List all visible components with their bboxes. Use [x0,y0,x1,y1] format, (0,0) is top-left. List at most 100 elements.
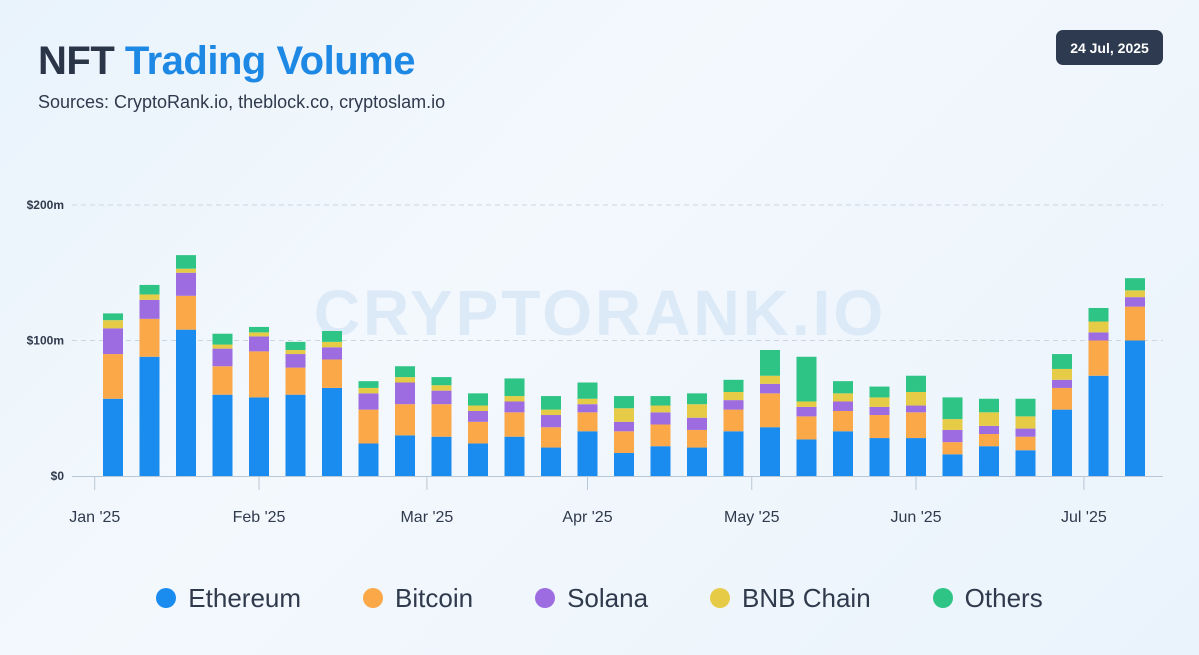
chart-subtitle: Sources: CryptoRank.io, theblock.co, cry… [38,92,446,112]
bar-ethereum-week-5 [249,397,269,476]
title-part-nft: NFT [38,39,115,83]
x-tick-label-0: Jan '25 [69,509,120,526]
bar-solana-week-17 [687,417,707,430]
bar-bitcoin-week-7 [322,359,342,388]
bar-solana-week-23 [906,405,926,413]
bar-others-week-1 [103,313,123,321]
bar-bitcoin-week-2 [139,318,160,357]
bar-bnb-chain-week-29 [1125,290,1145,298]
bar-ethereum-week-9 [395,435,415,476]
legend-label-bitcoin: Bitcoin [395,582,474,613]
bar-bnb-chain-week-1 [103,320,123,329]
bar-solana-week-2 [139,299,160,319]
bar-solana-week-5 [249,336,269,352]
bar-others-week-4 [212,333,233,345]
bar-bnb-chain-week-6 [285,349,306,355]
bar-bnb-chain-week-18 [723,391,744,401]
bar-solana-week-16 [650,412,671,425]
bar-ethereum-week-13 [541,447,561,476]
bar-bnb-chain-week-14 [577,398,598,405]
bar-bitcoin-week-6 [285,367,306,395]
bar-ethereum-week-8 [358,443,379,476]
bar-solana-week-28 [1088,332,1109,341]
bar-others-week-3 [176,255,196,269]
bar-bnb-chain-week-4 [212,344,233,349]
bar-solana-week-15 [614,421,634,432]
legend-item-bnb-chain: BNB Chain [710,583,871,614]
x-tick-label-2: Mar '25 [400,509,453,526]
x-tick-label-6: Jul '25 [1061,509,1107,526]
bar-bitcoin-week-26 [1015,436,1036,451]
bar-solana-week-10 [431,390,452,405]
bar-solana-week-19 [760,383,780,394]
y-tick-label-0: $0 [51,469,65,483]
bar-others-week-20 [796,356,817,402]
bar-bnb-chain-week-27 [1052,368,1072,380]
bar-bitcoin-week-27 [1052,387,1072,410]
bar-bnb-chain-week-13 [541,409,561,416]
bar-bnb-chain-week-16 [650,405,671,413]
bar-others-week-14 [577,382,598,399]
bar-others-week-2 [139,284,160,295]
bar-solana-week-8 [358,393,379,410]
bar-bnb-chain-week-22 [869,397,890,407]
bar-ethereum-week-14 [577,431,598,476]
bar-others-week-13 [541,396,561,410]
bar-others-week-19 [760,349,780,376]
bar-others-week-10 [431,377,452,386]
bar-bitcoin-week-9 [395,404,415,436]
bar-solana-week-13 [541,415,561,428]
bar-ethereum-week-29 [1125,340,1145,476]
bar-solana-week-4 [212,348,233,367]
x-tick-label-5: Jun '25 [890,509,941,526]
chart-title: NFT Trading Volume [38,38,415,84]
bar-ethereum-week-11 [468,443,488,476]
bar-bnb-chain-week-19 [760,375,780,384]
bar-solana-week-1 [103,328,123,355]
bar-ethereum-week-22 [869,438,890,476]
bar-solana-week-27 [1052,379,1072,388]
bar-ethereum-week-23 [906,438,926,476]
bar-ethereum-week-16 [650,446,671,476]
bar-ethereum-week-21 [833,431,853,476]
bar-bitcoin-week-23 [906,412,926,439]
legend-swatch-others [932,588,953,608]
legend-label-ethereum: Ethereum [188,582,302,613]
bar-ethereum-week-24 [942,454,963,476]
legend-item-others: Others [932,583,1043,614]
legend-swatch-ethereum [156,588,177,608]
bar-ethereum-week-2 [139,356,160,476]
x-tick-label-3: Apr '25 [562,509,612,526]
bar-ethereum-week-27 [1052,409,1072,476]
bar-bitcoin-week-11 [468,421,488,444]
bar-others-week-23 [906,375,926,392]
bar-solana-week-6 [285,354,306,368]
bar-others-week-29 [1125,278,1145,291]
bar-solana-week-9 [395,382,415,405]
bar-bitcoin-week-4 [212,366,233,395]
legend-label-bnb-chain: BNB Chain [742,582,871,613]
bar-ethereum-week-25 [979,446,999,476]
bar-bitcoin-week-21 [833,410,853,432]
bar-bitcoin-week-12 [504,412,525,437]
bar-bnb-chain-week-23 [906,391,926,406]
bar-bnb-chain-week-21 [833,393,853,402]
bar-bnb-chain-week-11 [468,405,488,411]
bar-bnb-chain-week-8 [358,387,379,394]
bar-ethereum-week-4 [212,394,233,476]
legend-swatch-bitcoin [363,588,384,608]
bar-bitcoin-week-1 [103,354,123,399]
watermark: CRYPTORANK.IO [314,277,886,349]
bar-ethereum-week-7 [322,387,342,476]
bar-ethereum-week-12 [504,436,525,476]
bar-solana-week-22 [869,406,890,416]
bar-others-week-15 [614,396,634,409]
bar-bnb-chain-week-12 [504,396,525,402]
bar-solana-week-18 [723,400,744,410]
bar-others-week-22 [869,386,890,398]
bar-bnb-chain-week-25 [979,412,999,426]
bar-bitcoin-week-29 [1125,306,1145,341]
bar-bnb-chain-week-28 [1088,321,1109,333]
bar-bnb-chain-week-10 [431,385,452,391]
